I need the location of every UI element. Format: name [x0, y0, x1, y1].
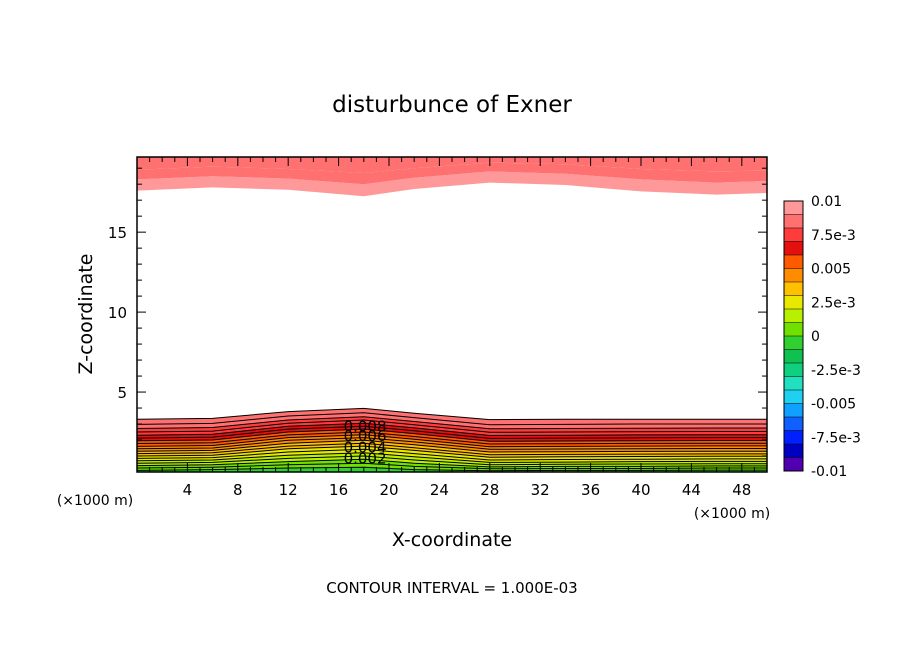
colorbar-swatch [784, 241, 803, 256]
y-axis-ticks: 5 10 15 [108, 167, 767, 457]
x-tick-label: 28 [480, 481, 499, 499]
colorbar-tick-label: 0.01 [811, 194, 842, 210]
colorbar-tick-label: 7.5e-3 [811, 228, 856, 244]
contour-interval-footer: CONTOUR INTERVAL = 1.000E-03 [326, 579, 577, 597]
y-tick-label: 15 [108, 224, 127, 242]
colorbar-swatch [784, 403, 803, 418]
x-tick-label: 24 [430, 481, 449, 499]
colorbar-tick-label: 0 [811, 329, 820, 345]
contour-line [137, 422, 767, 437]
colorbar-swatch [784, 268, 803, 283]
contour-line [137, 437, 767, 450]
contour-line [137, 419, 767, 433]
contour-label: 0.004 [344, 438, 387, 456]
colorbar-swatch [784, 457, 803, 472]
x-tick-label: 40 [631, 481, 650, 499]
colorbar-swatch [784, 363, 803, 377]
contour-band [137, 162, 767, 185]
colorbar-tick-label: 0.005 [811, 262, 851, 278]
contour-band [137, 443, 767, 458]
contour-label: 0.006 [344, 427, 387, 445]
colorbar-frame [783, 200, 804, 472]
y-tick-label: 5 [117, 384, 127, 402]
y-axis-label: Z-coordinate [75, 254, 97, 375]
colorbar-swatch [784, 430, 803, 445]
contour-line [137, 434, 767, 448]
x-tick-label: 12 [279, 481, 298, 499]
colorbar-swatch [784, 444, 803, 458]
contour-band [137, 423, 767, 439]
contour-label: 0.008 [344, 418, 387, 436]
contour-line [137, 442, 767, 456]
colorbar-swatch [784, 417, 803, 431]
colorbar-swatch [784, 390, 803, 404]
contour-line [137, 458, 767, 468]
contour-band [137, 446, 767, 460]
contour-line [137, 431, 767, 445]
contour-line [137, 439, 767, 453]
contour-line [137, 448, 767, 461]
y-unit-label: (×1000 m) [57, 493, 133, 509]
colorbar-swatch [784, 349, 803, 364]
contour-line [137, 445, 767, 458]
contour-band [137, 440, 767, 455]
contour-line [137, 412, 767, 426]
contour-band [137, 432, 767, 447]
x-tick-label: 4 [183, 481, 193, 499]
x-tick-label: 48 [732, 481, 751, 499]
colorbar-swatch [784, 295, 803, 310]
x-tick-label: 44 [682, 481, 701, 499]
colorbar-swatch [784, 376, 803, 391]
contour-line [137, 428, 767, 442]
contour-line [137, 407, 767, 421]
contour-line [137, 452, 767, 463]
colorbar-tick-label: 2.5e-3 [811, 295, 856, 311]
contour-band [137, 437, 767, 452]
colorbar-tick-label: -2.5e-3 [811, 363, 861, 379]
contour-line [137, 425, 767, 439]
colorbar-tick-label: -7.5e-3 [811, 430, 861, 446]
contour-label: 0.002 [344, 450, 387, 468]
x-unit-label: (×1000 m) [694, 506, 770, 522]
contour-band [137, 171, 767, 197]
colorbar-swatch [784, 336, 803, 350]
contour-band [137, 434, 767, 450]
contour-band [137, 449, 767, 463]
x-tick-label: 16 [329, 481, 348, 499]
contour-band [137, 429, 767, 444]
colorbar-swatch [784, 282, 803, 296]
x-tick-label: 32 [531, 481, 550, 499]
contour-band [137, 412, 767, 429]
contour-band [137, 420, 767, 436]
x-axis-ticks: 4 8 12 16 20 24 28 32 36 40 44 48 [149, 157, 755, 499]
colorbar-swatch [784, 214, 803, 229]
colorbar-tick-label: -0.01 [811, 464, 847, 480]
colorbar-swatch [784, 228, 803, 242]
colorbar-tick-label: -0.005 [811, 397, 856, 413]
colorbar-labels: 0.01 7.5e-3 0.005 2.5e-3 0 -2.5e-3 -0.005 -7.5e… [811, 194, 861, 480]
colorbar-swatch [784, 309, 803, 323]
x-tick-label: 36 [581, 481, 600, 499]
colorbar-swatch [784, 255, 803, 269]
x-tick-label: 20 [379, 481, 398, 499]
colorbar-swatch [784, 201, 803, 215]
contour-line [137, 455, 767, 466]
x-axis-label: X-coordinate [392, 529, 512, 551]
contour-line [137, 416, 767, 430]
contour-band [137, 426, 767, 442]
colorbar [784, 201, 803, 472]
y-tick-label: 10 [108, 304, 127, 322]
colorbar-swatch [784, 322, 803, 337]
x-tick-label: 8 [233, 481, 243, 499]
contour-band [137, 452, 767, 465]
contour-band [137, 157, 767, 173]
chart-title: disturbunce of Exner [332, 92, 572, 118]
